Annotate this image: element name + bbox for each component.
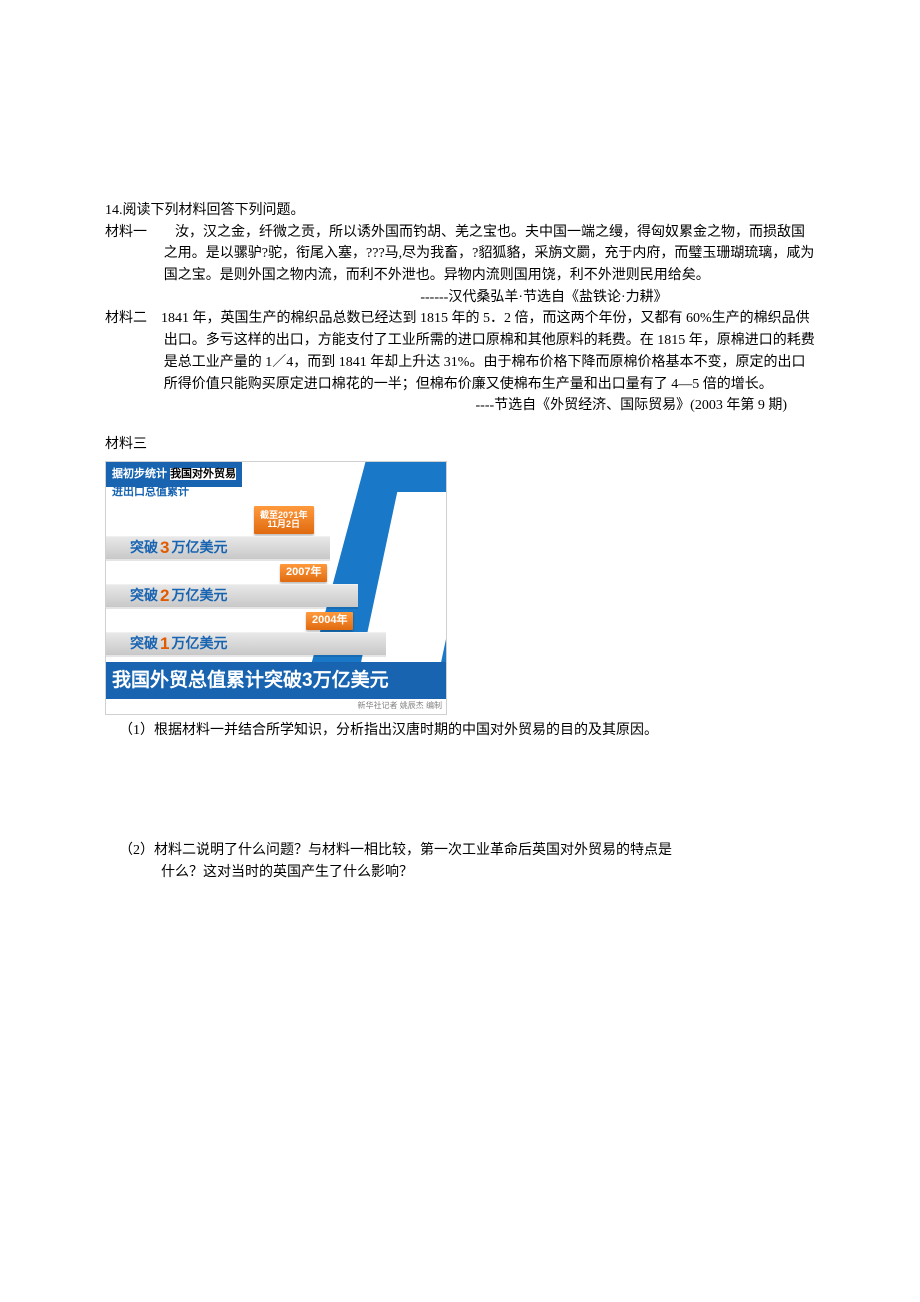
material2-label: 材料二 (105, 311, 147, 326)
chart-step-1-suffix: 万亿美元 (171, 537, 227, 559)
material1-body: 汝，汉之金，纤微之贡，所以诱外国而钓胡、羌之宝也。夫中国一端之缦，得匈奴累金之物… (147, 225, 814, 283)
chart-step-1-prefix: 突破 (130, 537, 158, 559)
chart-body: 据初步统计 我国对外贸易 进出口总值累计 截至20?1年 11月2日 突破 3 … (106, 462, 446, 662)
sub-question-1: （1）根据材料一并结合所学知识，分析指出汉唐时期的中国对外贸易的目的及其原因。 (105, 720, 815, 742)
chart-step-1-num: 3 (160, 535, 169, 561)
material2-source: ----节选自《外贸经济、国际贸易》(2003 年第 9 期) (105, 395, 815, 417)
chart-container: 据初步统计 我国对外贸易 进出口总值累计 截至20?1年 11月2日 突破 3 … (105, 461, 815, 715)
chart-step-2-tag: 2007年 (280, 564, 327, 582)
material1-source: ------汉代桑弘羊·节选自《盐铁论·力耕》 (105, 287, 815, 309)
chart-step-3-tag-text: 2004年 (312, 612, 347, 629)
question-number: 14.阅读下列材料回答下列问题。 (105, 200, 815, 222)
chart-step-2-tag-text: 2007年 (286, 564, 321, 581)
material2: 材料二 1841 年，英国生产的棉织品总数已经达到 1815 年的 5．2 倍，… (105, 308, 815, 395)
chart-footer: 新华社记者 姚辰杰 编制 (106, 699, 446, 713)
chart-top-label-a: 据初步统计 (112, 468, 167, 480)
chart-step-3-prefix: 突破 (130, 633, 158, 655)
chart-step-3-suffix: 万亿美元 (171, 633, 227, 655)
sub-question-2-line2: 什么？这对当时的英国产生了什么影响？ (105, 862, 815, 884)
chart-sub-label: 进出口总值累计 (106, 482, 195, 503)
material2-body: 1841 年，英国生产的棉织品总数已经达到 1815 年的 5．2 倍，而这两个… (147, 311, 815, 391)
chart-step-2-bar: 突破 2 万亿美元 (106, 584, 358, 607)
chart-top-label-b: 我国对外贸易 (170, 468, 236, 480)
chart-step-2-num: 2 (160, 583, 169, 609)
material1: 材料一 汝，汉之金，纤微之贡，所以诱外国而钓胡、羌之宝也。夫中国一端之缦，得匈奴… (105, 222, 815, 287)
material3-label: 材料三 (105, 434, 815, 456)
chart-step-3-tag: 2004年 (306, 612, 353, 630)
sub-question-2-line1: （2）材料二说明了什么问题？与材料一相比较，第一次工业革命后英国对外贸易的特点是 (105, 840, 815, 862)
chart-step-3-bar: 突破 1 万亿美元 (106, 632, 386, 655)
chart-title: 我国外贸总值累计突破3万亿美元 (106, 662, 446, 699)
chart-step-2-prefix: 突破 (130, 585, 158, 607)
chart-step-1-bar: 突破 3 万亿美元 (106, 536, 330, 559)
material1-label: 材料一 (105, 225, 147, 240)
chart-step-1-tag-line2: 11月2日 (267, 520, 300, 529)
chart-step-3-num: 1 (160, 631, 169, 657)
trade-chart: 据初步统计 我国对外贸易 进出口总值累计 截至20?1年 11月2日 突破 3 … (105, 461, 447, 715)
chart-step-2-suffix: 万亿美元 (171, 585, 227, 607)
chart-step-1-tag: 截至20?1年 11月2日 (254, 506, 314, 534)
